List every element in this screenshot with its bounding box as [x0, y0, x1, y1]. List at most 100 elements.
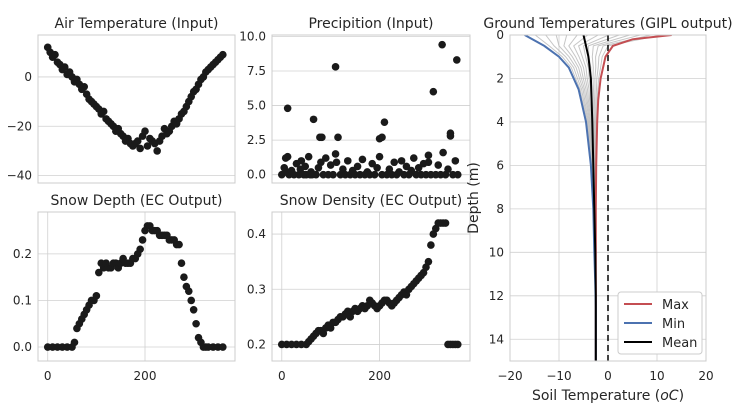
x-tick-label: 20 — [698, 369, 713, 383]
data-point — [427, 241, 435, 249]
data-point — [180, 273, 188, 281]
data-point — [397, 157, 406, 165]
legend: Max Min Mean — [617, 291, 703, 355]
panel-snowdensity: 0.2 0.3 0.4 0 200 Snow Density (EC Output) — [247, 193, 471, 383]
data-point — [304, 152, 313, 161]
plot-area-snowdepth — [38, 212, 235, 361]
data-point — [446, 129, 455, 138]
y-tick-label: 0.1 — [13, 293, 32, 307]
data-point — [434, 161, 443, 169]
legend-label: Mean — [662, 336, 697, 351]
data-point — [99, 107, 108, 116]
panel-title: Air Temperature (Input) — [55, 16, 219, 32]
data-point — [424, 158, 433, 167]
marks-ground — [524, 35, 672, 361]
data-point — [60, 63, 69, 71]
data-point — [453, 340, 462, 349]
data-point — [184, 287, 193, 295]
data-point — [438, 40, 446, 49]
plot-area-snowdensity — [272, 212, 470, 361]
data-point — [390, 158, 399, 167]
data-point — [297, 157, 306, 165]
y-tick-label: 2.5 — [247, 133, 266, 147]
y-tick-label: 14 — [489, 332, 504, 346]
y-tick-label: 0 — [24, 70, 32, 84]
panel-snowdepth: 0.0 0.1 0.2 0 200 Snow Depth (EC Output) — [13, 193, 236, 383]
y-tick-label: 8 — [496, 202, 504, 216]
data-point — [370, 170, 379, 179]
y-tick-label: 0.0 — [247, 168, 266, 182]
data-point — [409, 154, 418, 162]
data-point — [301, 162, 310, 171]
y-tick-label: 0.4 — [247, 227, 266, 241]
data-point — [451, 157, 460, 165]
axes-frame — [271, 211, 471, 362]
data-point — [318, 133, 326, 142]
y-axis-label: Depth (m) — [466, 162, 482, 234]
data-point — [189, 305, 198, 314]
y-tick-label: 0.2 — [247, 337, 266, 351]
data-point — [343, 157, 352, 165]
axes-frame — [37, 34, 236, 184]
data-point — [51, 50, 59, 59]
data-point — [187, 296, 196, 305]
data-point — [380, 118, 389, 126]
panel-precip: 0.0 2.5 5.0 7.5 10.0 Precipition (Input) — [239, 16, 471, 184]
y-tick-label: 10 — [489, 245, 504, 259]
data-point — [312, 170, 320, 179]
data-point — [219, 343, 227, 351]
data-point — [429, 87, 438, 96]
data-point — [92, 292, 101, 300]
series-line-mean — [582, 35, 597, 361]
x-tick-label: 200 — [134, 369, 157, 383]
x-tick-label: 0 — [44, 369, 52, 383]
data-point — [141, 127, 149, 135]
panel-air: 0 −20 −40 Air Temperature (Input) — [7, 16, 236, 184]
x-axis-label: Soil Temperature (oC) — [532, 388, 684, 404]
y-tick-label: −40 — [7, 169, 32, 183]
panel-title: Ground Temperatures (GIPL output) — [483, 16, 732, 32]
axes-frame — [271, 34, 471, 184]
data-point — [358, 155, 367, 164]
x-tick-label: 0 — [604, 369, 612, 383]
y-tick-label: 0 — [496, 28, 504, 42]
data-point — [177, 259, 186, 268]
x-tick-label: −20 — [497, 369, 522, 383]
y-tick-label: 2 — [496, 71, 504, 85]
data-point — [70, 338, 79, 347]
data-point — [80, 83, 89, 91]
y-tick-label: 12 — [489, 289, 504, 303]
x-tick-label: −10 — [546, 369, 571, 383]
marks-snowdensity — [277, 219, 462, 349]
x-tick-label: 10 — [649, 369, 664, 383]
legend-label: Max — [662, 298, 689, 313]
x-tick-label: 0 — [278, 369, 286, 383]
y-tick-label: 4 — [496, 115, 504, 129]
data-point — [441, 219, 450, 227]
data-point — [175, 240, 183, 249]
data-point — [133, 137, 142, 145]
data-point — [326, 161, 335, 169]
legend-box — [617, 291, 703, 355]
data-point — [353, 162, 362, 171]
data-point — [375, 152, 384, 161]
data-point — [331, 150, 340, 158]
data-point — [453, 56, 461, 64]
marks-snowdepth — [43, 222, 227, 351]
data-point — [138, 236, 147, 244]
data-point — [95, 268, 103, 277]
data-point — [192, 319, 200, 328]
data-point — [219, 50, 227, 59]
y-tick-label: 5.0 — [247, 99, 266, 113]
x-tick-label: 200 — [368, 369, 391, 383]
y-tick-label: 10.0 — [239, 29, 266, 43]
data-point — [334, 133, 342, 142]
data-point — [444, 165, 452, 173]
data-point — [424, 151, 433, 160]
data-point — [143, 142, 152, 150]
y-tick-label: 0.2 — [13, 247, 32, 261]
panel-title: Snow Depth (EC Output) — [51, 193, 223, 209]
data-point — [331, 63, 340, 71]
marks-air — [43, 43, 227, 155]
